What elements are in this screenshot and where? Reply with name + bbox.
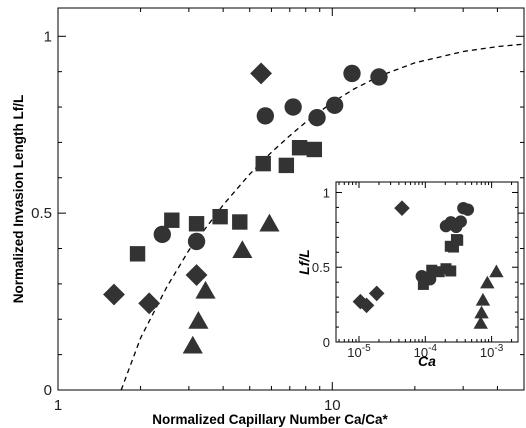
circle-marker — [284, 98, 302, 116]
square-marker — [255, 155, 271, 172]
x-tick-label: 1 — [54, 397, 62, 414]
circle-marker — [454, 215, 467, 228]
square-marker — [278, 157, 295, 174]
triangle-marker — [475, 292, 491, 306]
y-axis-title: Normalized Invasion Length Lf/L — [11, 95, 26, 304]
triangle-marker — [473, 316, 488, 329]
square-marker — [433, 266, 445, 278]
triangle-marker — [474, 305, 489, 319]
square-marker — [452, 234, 464, 246]
fit-curve — [120, 43, 525, 391]
x-tick-label: 10 — [324, 397, 341, 414]
x-tick-label: 10-3 — [480, 343, 504, 360]
square-marker — [426, 264, 438, 276]
diamond-marker — [103, 283, 125, 306]
square-marker — [188, 216, 205, 232]
inset-data-points — [352, 200, 504, 329]
y-tick-label: 0.5 — [312, 260, 330, 275]
diamond-marker — [185, 264, 208, 286]
circle-marker — [343, 64, 361, 83]
circle-marker — [256, 107, 275, 125]
inset-axis-ticks: 10-5 10-4 10-3 0 0.5 1 — [312, 182, 518, 360]
y-tick-label: 0.5 — [31, 205, 52, 222]
triangle-marker — [182, 335, 203, 354]
square-marker — [447, 241, 459, 253]
square-marker — [417, 278, 429, 290]
y-tick-label: 1 — [323, 185, 330, 200]
x-tick-label: 10-4 — [414, 343, 438, 360]
square-marker — [212, 208, 228, 225]
diamond-marker — [250, 62, 272, 85]
x-axis-title: Normalized Capillary Number Ca/Ca* — [152, 412, 388, 427]
main-data-points — [103, 62, 388, 354]
inset-x-axis-title: Ca — [418, 353, 436, 369]
diamond-marker — [368, 285, 385, 302]
diamond-marker — [394, 200, 410, 216]
main-plot-frame — [57, 7, 525, 391]
circle-marker — [461, 203, 475, 216]
diamond-marker — [138, 292, 161, 315]
y-tick-label: 0 — [323, 335, 330, 350]
diamond-marker — [352, 293, 369, 310]
circle-marker — [325, 96, 344, 114]
circle-marker — [153, 225, 171, 244]
triangle-marker — [232, 240, 253, 258]
triangle-marker — [259, 213, 280, 232]
circle-marker — [370, 68, 388, 86]
square-marker — [129, 246, 146, 262]
triangle-marker — [195, 280, 216, 299]
square-marker — [164, 212, 180, 228]
inset-y-axis-title: Lf/L — [296, 249, 312, 275]
square-marker — [445, 265, 457, 277]
square-marker — [232, 214, 248, 230]
diamond-marker — [358, 297, 375, 314]
circle-marker — [308, 108, 326, 127]
triangle-marker — [188, 310, 209, 329]
triangle-marker — [480, 275, 495, 289]
square-marker — [291, 140, 308, 156]
y-tick-label: 0 — [44, 382, 52, 399]
circle-marker — [187, 232, 206, 251]
y-tick-label: 1 — [44, 28, 52, 45]
triangle-marker — [489, 264, 504, 278]
square-marker — [306, 141, 323, 158]
inset-plot-frame — [335, 181, 519, 343]
x-tick-label: 10-5 — [347, 343, 371, 360]
